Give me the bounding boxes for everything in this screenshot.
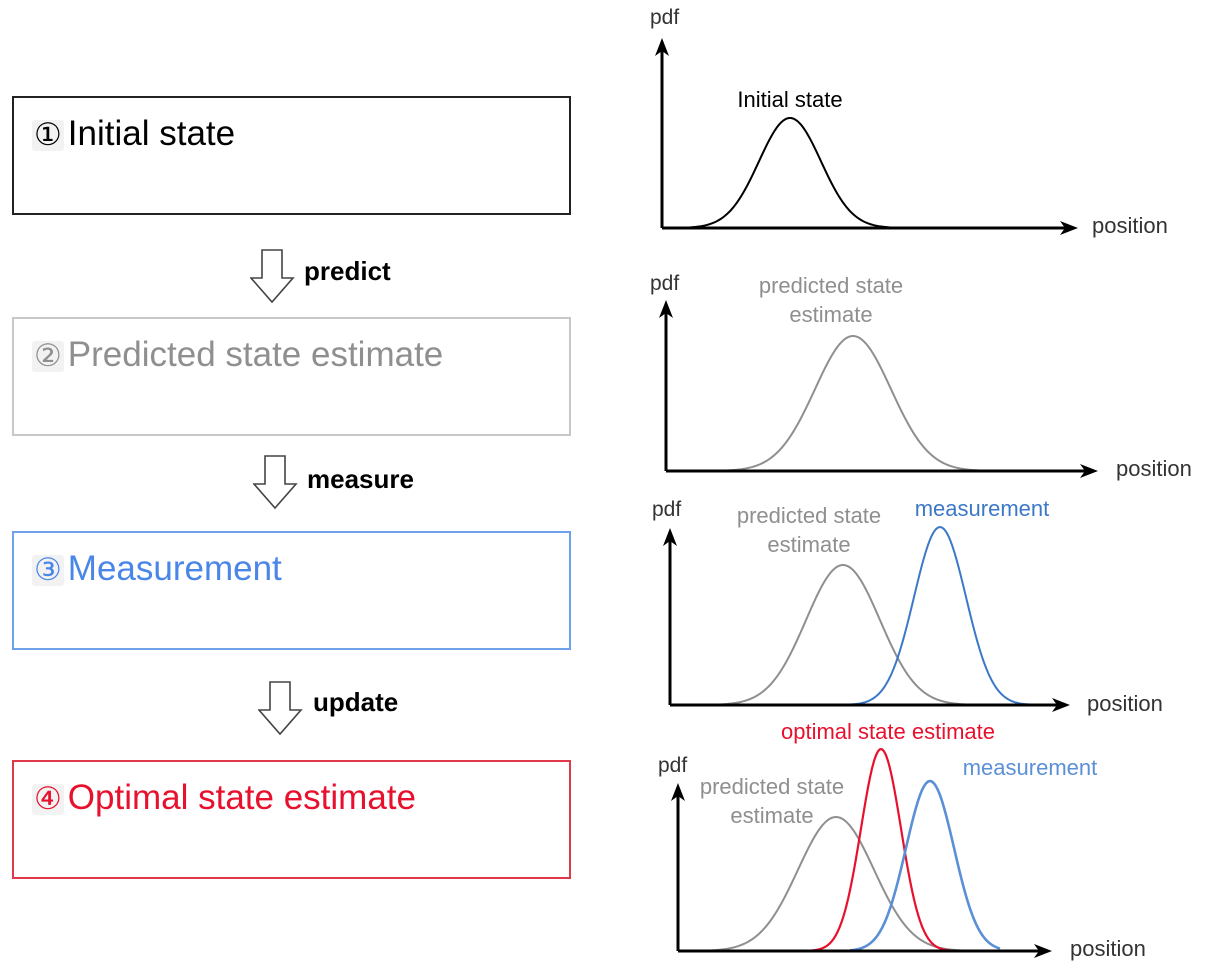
curve-label: optimal state estimate (781, 719, 995, 744)
step-box-optimal-state-estimate: ④ Optimal state estimate (12, 760, 571, 879)
curve-label-line: predicted state (700, 774, 844, 799)
transition-label-update: update (313, 687, 399, 717)
hollow-down-arrow-icon (257, 681, 303, 736)
pdf-curve (672, 564, 1044, 706)
x-axis-arrowhead (1060, 221, 1078, 235)
y-axis-label: pdf (652, 498, 681, 521)
transition-label-predict: predict (304, 256, 391, 286)
step-box-predicted-state-estimate: ② Predicted state estimate (12, 317, 571, 436)
step-label: Optimal state estimate (67, 778, 416, 817)
curve-label-line: measurement (963, 755, 1098, 780)
step-title: ② Predicted state estimate (32, 337, 443, 372)
curve-label: predicted state estimate (737, 503, 881, 557)
x-axis-label: position (1070, 936, 1146, 961)
y-axis-arrowhead (655, 38, 669, 56)
curve-label-line: estimate (767, 532, 850, 557)
step-title: ④ Optimal state estimate (32, 780, 416, 815)
x-axis-arrowhead (1080, 464, 1098, 478)
curve-label-line: estimate (730, 803, 813, 828)
hollow-down-arrow-icon (252, 455, 298, 510)
step-number: ④ (32, 781, 64, 817)
pdf-curve (819, 525, 1045, 706)
pdf-panel: pdf position predicted state estimate (650, 272, 1192, 481)
y-axis-label: pdf (650, 272, 679, 295)
hollow-down-arrow-icon (249, 249, 295, 304)
step-title: ① Initial state (32, 116, 235, 151)
curve-label-line: estimate (789, 302, 872, 327)
step-number: ③ (32, 552, 64, 588)
step-label: Initial state (67, 114, 236, 153)
curve-label: predicted state estimate (700, 774, 844, 828)
curve-label-line: Initial state (737, 87, 842, 112)
transition-label-measure: measure (307, 464, 414, 494)
y-axis-label: pdf (650, 6, 679, 29)
transition-measure (252, 454, 299, 515)
pdf-curve (664, 117, 999, 229)
curve-label-line: predicted state (737, 503, 881, 528)
transition-update (257, 680, 304, 741)
y-axis-arrowhead (659, 300, 673, 318)
curve-label: predicted state estimate (759, 273, 903, 327)
y-axis-label: pdf (658, 754, 687, 777)
y-axis-arrowhead (663, 528, 677, 546)
curve-label: Initial state (737, 87, 842, 112)
curve-label-line: optimal state estimate (781, 719, 995, 744)
pdf-curve (799, 748, 971, 953)
x-axis-label: position (1116, 456, 1192, 481)
step-label: Predicted state estimate (67, 335, 444, 374)
pdf-panel: pdf position predicted state estimate measur… (652, 496, 1163, 716)
step-number: ① (32, 117, 64, 153)
x-axis-label: position (1092, 213, 1168, 238)
pdf-panel: pdf position Initial state (650, 6, 1168, 238)
pdf-curve (668, 335, 1060, 472)
step-number: ② (32, 338, 64, 374)
x-axis-arrowhead (1052, 698, 1070, 712)
x-axis-label: position (1087, 691, 1163, 716)
curve-label: measurement (963, 755, 1098, 780)
x-axis-arrowhead (1034, 944, 1052, 958)
y-axis-arrowhead (671, 783, 685, 801)
step-label: Measurement (67, 549, 282, 588)
transition-predict (249, 248, 296, 309)
step-box-measurement: ③ Measurement (12, 531, 571, 650)
pdf-curve (849, 779, 1001, 952)
pdf-panel: pdf position predicted state estimate optima… (658, 719, 1146, 961)
step-title: ③ Measurement (32, 551, 282, 586)
curve-label-line: predicted state (759, 273, 903, 298)
curve-label: measurement (915, 496, 1050, 521)
step-box-initial-state: ① Initial state (12, 96, 571, 215)
curve-label-line: measurement (915, 496, 1050, 521)
